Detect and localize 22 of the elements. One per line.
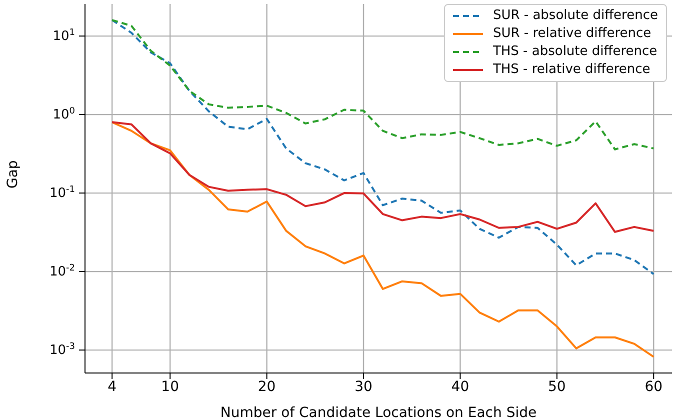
y-tick-label: 10$^{-3}$ xyxy=(49,342,75,358)
y-tick-label: 10$^{1}$ xyxy=(52,28,75,44)
line-series xyxy=(111,19,655,150)
x-tick-label: 40 xyxy=(451,378,470,395)
x-tick-label: 30 xyxy=(354,378,372,395)
x-axis-title: Number of Candidate Locations on Each Side xyxy=(220,405,537,419)
y-axis-title: Gap xyxy=(4,160,21,188)
line-series xyxy=(111,19,655,276)
x-tick-label: 50 xyxy=(548,378,566,395)
legend-label: SUR - relative difference xyxy=(492,25,652,43)
x-tick-label: 10 xyxy=(161,378,180,395)
line-series xyxy=(111,121,655,233)
legend-label: SUR - absolute difference xyxy=(492,7,658,25)
y-tick-label: 10$^{-2}$ xyxy=(49,264,75,280)
y-tick-label: 10$^{-1}$ xyxy=(49,185,75,202)
legend-label: THS - relative difference xyxy=(492,61,650,79)
y-tick-label: 10$^{0}$ xyxy=(52,106,76,123)
x-tick-label: 60 xyxy=(644,378,663,395)
line-series xyxy=(111,121,655,358)
x-tick-label: 4 xyxy=(108,378,117,395)
legend-label: THS - absolute difference xyxy=(492,43,658,61)
x-tick-label: 20 xyxy=(258,378,276,395)
